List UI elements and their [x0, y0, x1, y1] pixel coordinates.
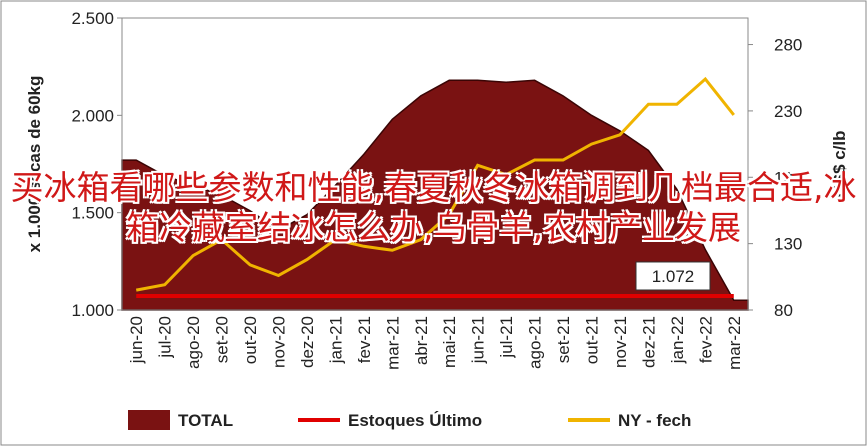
- y-tick-label: 1.500: [71, 204, 114, 223]
- legend-label: NY - fech: [618, 411, 691, 430]
- x-tick-label: jul-21: [497, 316, 516, 359]
- legend-label: Estoques Último: [348, 411, 482, 430]
- x-tick-label: jun-20: [127, 316, 146, 364]
- x-tick-label: out-21: [583, 316, 602, 364]
- x-tick-label: out-20: [241, 316, 260, 364]
- x-tick-label: jan-21: [326, 316, 345, 364]
- x-tick-label: nov-21: [611, 316, 630, 368]
- area: [121, 79, 749, 311]
- annotation-box: [635, 261, 711, 291]
- y2-tick-label: 80: [774, 301, 793, 320]
- x-tick-label: jul-20: [156, 316, 175, 359]
- x-tick-label: set-20: [213, 316, 232, 363]
- x-tick-label: mai-21: [440, 316, 459, 368]
- annotation-label: 1.072: [652, 267, 695, 286]
- y2-tick-label: 130: [774, 235, 802, 254]
- plot-border: [121, 17, 749, 311]
- line: [135, 76, 735, 292]
- y2-tick-label: 230: [774, 102, 802, 121]
- legend-key: [128, 410, 170, 430]
- y2-axis-title: US$ c/lb: [830, 130, 849, 197]
- x-tick-label: nov-20: [270, 316, 289, 368]
- x-tick-label: ago-20: [184, 316, 203, 369]
- x-tick-label: fev-22: [696, 316, 715, 363]
- y2-tick-label: 280: [774, 36, 802, 55]
- x-tick-label: ago-21: [526, 316, 545, 369]
- x-tick-label: jun-21: [469, 316, 488, 364]
- y-tick-label: 1.000: [71, 301, 114, 320]
- x-tick-label: dez-20: [298, 316, 317, 368]
- y-axis-title: x 1.000 sacas de 60kg: [25, 76, 44, 253]
- x-tick-label: fev-21: [355, 316, 374, 363]
- overlay-title: 买冰箱看哪些参数和性能,春夏秋冬冰箱调到几档最合适,冰箱冷藏室结冰怎么办,乌骨羊…: [10, 168, 857, 247]
- x-tick-label: jan-22: [668, 316, 687, 364]
- x-tick-label: dez-21: [639, 316, 658, 368]
- x-tick-label: mar-21: [383, 316, 402, 370]
- y-tick-label: 2.000: [71, 106, 114, 125]
- legend-label: TOTAL: [178, 411, 233, 430]
- x-tick-label: abr-21: [412, 316, 431, 365]
- y2-tick-label: 180: [774, 168, 802, 187]
- x-tick-label: mar-22: [725, 316, 744, 370]
- x-tick-label: set-21: [554, 316, 573, 363]
- y-tick-label: 2.500: [71, 9, 114, 28]
